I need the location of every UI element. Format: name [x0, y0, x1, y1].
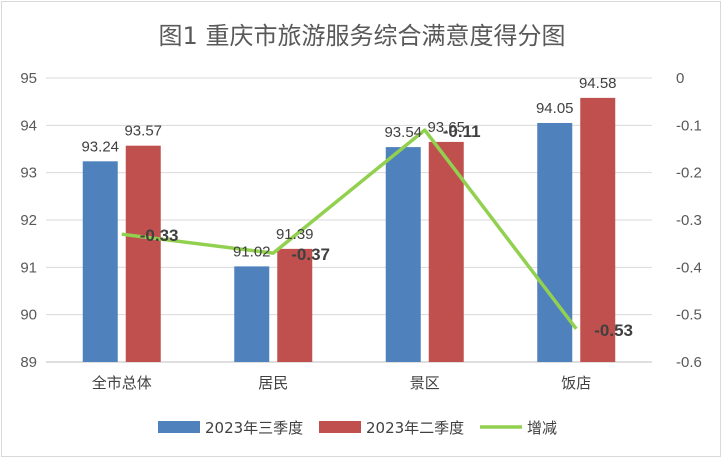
legend-swatch: [319, 421, 361, 433]
category-label: 居民: [258, 374, 288, 392]
category-label: 全市总体: [92, 374, 152, 392]
right-tick-label: -0.6: [676, 354, 702, 371]
left-tick-label: 94: [20, 117, 37, 134]
right-tick-label: -0.1: [676, 117, 702, 134]
line-data-label: -0.11: [443, 122, 481, 141]
chart-title: 图1 重庆市旅游服务综合满意度得分图: [159, 22, 566, 50]
bar-data-label: 94.05: [536, 100, 574, 117]
legend-label: 2023年三季度: [205, 419, 303, 437]
right-tick-label: -0.4: [676, 259, 702, 276]
category-label: 景区: [410, 374, 440, 392]
legend-label: 2023年二季度: [366, 419, 464, 437]
bar: [82, 161, 118, 362]
bar-data-label: 93.57: [124, 123, 162, 140]
right-tick-label: 0: [676, 70, 684, 87]
bar-data-label: 93.65: [427, 119, 465, 136]
left-tick-label: 95: [20, 70, 37, 87]
bar: [537, 122, 573, 362]
line-data-label: -0.53: [594, 321, 633, 340]
left-tick-label: 89: [20, 354, 37, 371]
bar-data-label: 91.02: [233, 243, 271, 260]
bar: [234, 266, 270, 362]
line-series: [121, 128, 578, 330]
bar: [125, 145, 161, 362]
data-labels: 93.24 93.57 91.02 91.39 93.54 93.65 94.05 94.58…: [81, 75, 633, 340]
bar-series: [82, 97, 616, 362]
left-tick-label: 90: [20, 307, 37, 324]
category-axis: 全市总体 居民 景区 饭店: [92, 374, 592, 392]
left-tick-label: 91: [20, 259, 37, 276]
bar-data-label: 93.24: [81, 138, 119, 155]
line-data-label: -0.37: [291, 245, 330, 264]
left-tick-label: 93: [20, 165, 37, 182]
legend-label: 增减: [527, 419, 557, 437]
category-label: 饭店: [561, 374, 591, 392]
left-tick-label: 92: [20, 212, 37, 229]
bar: [277, 248, 313, 362]
bar: [580, 97, 616, 362]
bar-data-label: 91.39: [276, 226, 314, 243]
legend: 2023年三季度 2023年二季度 增减: [158, 419, 557, 437]
right-tick-label: -0.5: [676, 307, 702, 324]
right-tick-label: -0.3: [676, 212, 702, 229]
left-axis: 89 90 91 92 93 94 95: [20, 70, 37, 371]
line-data-label: -0.33: [140, 226, 179, 245]
bar-data-label: 94.58: [579, 75, 617, 92]
bar-data-label: 93.54: [384, 124, 422, 141]
bar: [385, 147, 421, 362]
right-tick-label: -0.2: [676, 165, 702, 182]
legend-swatch: [158, 421, 200, 433]
bar: [428, 141, 464, 362]
line-path: [121, 128, 578, 330]
right-axis: 0 -0.1 -0.2 -0.3 -0.4 -0.5 -0.6: [676, 70, 702, 371]
